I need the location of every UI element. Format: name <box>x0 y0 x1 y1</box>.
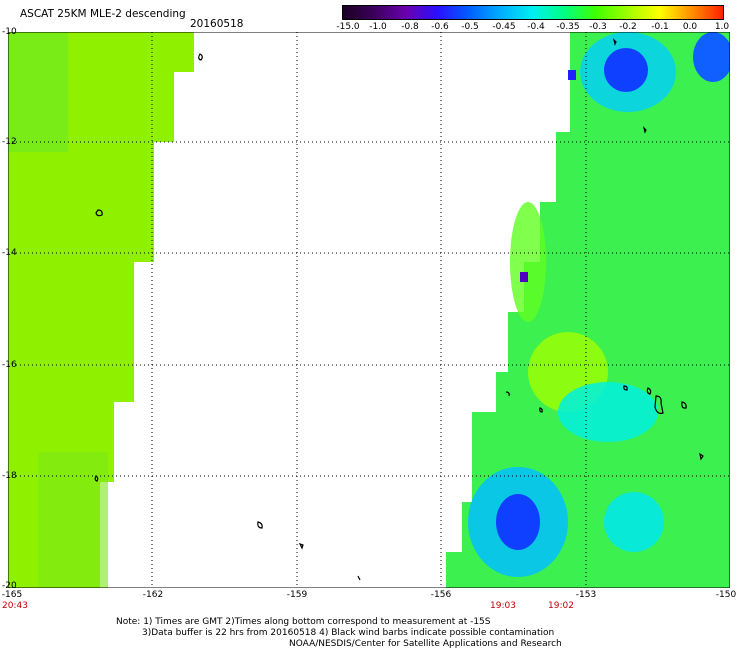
lon-label: -156 <box>430 590 452 600</box>
lon-label: -162 <box>142 590 164 600</box>
lat-label: -10 <box>2 27 17 37</box>
island <box>357 575 361 581</box>
high-wind-core <box>604 48 648 92</box>
map-title: ASCAT 25KM MLE-2 descending <box>20 8 186 20</box>
colorbar-label: 1.0 <box>714 22 730 32</box>
colorbar-label: -0.6 <box>431 22 449 32</box>
islands <box>94 38 704 581</box>
island <box>654 395 664 414</box>
time-label: 19:03 <box>490 601 516 611</box>
island <box>646 387 652 395</box>
wind-patch <box>604 492 664 552</box>
footer-note-1: Note: 1) Times are GMT 2)Times along bot… <box>116 617 491 627</box>
island <box>539 407 543 413</box>
colorbar-labels: -15.0 -1.0 -0.8 -0.6 -0.5 -0.45 -0.4 -0.… <box>334 22 734 34</box>
lat-label: -18 <box>2 471 17 481</box>
high-wind-patch <box>693 32 730 82</box>
island <box>505 391 510 397</box>
footer-note-3: NOAA/NESDIS/Center for Satellite Applica… <box>289 639 562 649</box>
lat-label: -20 <box>2 581 17 591</box>
data-edge-pixel <box>568 70 576 80</box>
island <box>95 209 103 217</box>
colorbar-label: -0.3 <box>589 22 607 32</box>
colorbar-label: -15.0 <box>336 22 360 32</box>
lon-label: -159 <box>286 590 308 600</box>
map-date: 20160518 <box>190 18 244 30</box>
lon-label: -150 <box>715 590 737 600</box>
island <box>257 521 263 529</box>
colorbar-label: -0.4 <box>527 22 545 32</box>
data-edge-pixel <box>520 272 528 282</box>
colorbar-label: -0.5 <box>461 22 479 32</box>
right-swath <box>446 32 730 588</box>
colorbar-label: -0.1 <box>651 22 669 32</box>
island <box>623 385 628 391</box>
island <box>681 401 687 409</box>
colorbar-label: -1.0 <box>369 22 387 32</box>
lat-label: -16 <box>2 360 17 370</box>
lat-label: -12 <box>2 137 17 147</box>
island <box>94 475 99 482</box>
left-swath-shade <box>38 452 108 588</box>
time-label: 20:43 <box>2 601 28 611</box>
lat-label: -14 <box>2 248 17 258</box>
time-label: 19:02 <box>548 601 574 611</box>
colorbar-label: -0.2 <box>619 22 637 32</box>
island <box>612 38 617 46</box>
lon-label: -153 <box>575 590 597 600</box>
left-swath-shade <box>8 32 68 152</box>
colorbar-label: -0.35 <box>556 22 580 32</box>
high-wind-core <box>496 494 540 550</box>
wind-patch <box>558 382 658 442</box>
island <box>699 452 704 461</box>
island <box>642 126 647 134</box>
wind-patch <box>510 202 546 322</box>
island <box>298 542 304 550</box>
colorbar-label: -0.8 <box>401 22 419 32</box>
colorbar-label: 0.0 <box>682 22 698 32</box>
island <box>198 53 203 61</box>
footer-note-2: 3)Data buffer is 22 hrs from 20160518 4)… <box>142 628 555 638</box>
grid <box>8 32 730 588</box>
lon-label: -165 <box>1 590 23 600</box>
colorbar <box>342 5 724 20</box>
colorbar-label: -0.45 <box>492 22 516 32</box>
wind-map <box>8 32 730 588</box>
left-swath <box>8 32 194 588</box>
